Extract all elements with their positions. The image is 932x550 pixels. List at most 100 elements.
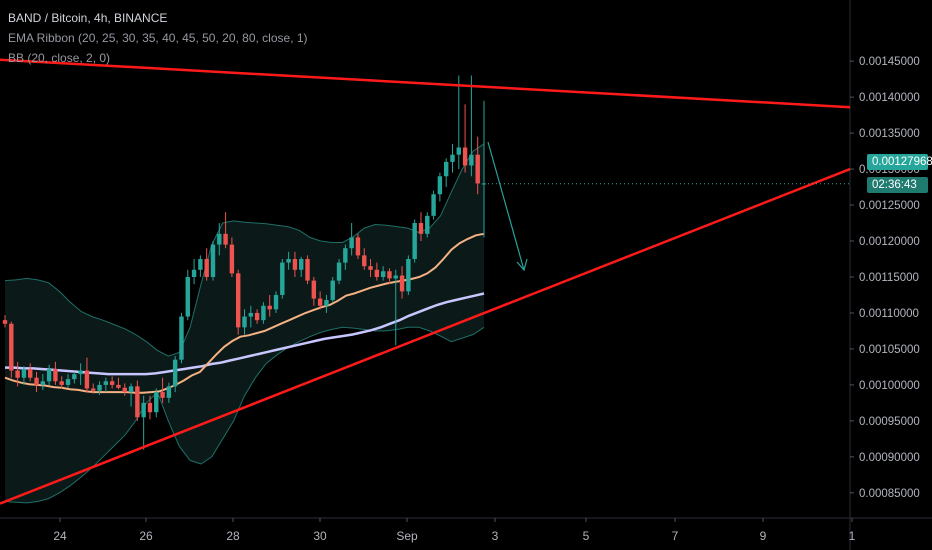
candle-body <box>456 147 461 155</box>
candle-body <box>172 359 178 387</box>
candle-body <box>437 176 443 195</box>
candle-body <box>204 259 209 277</box>
candle-body <box>141 402 146 418</box>
candle-body <box>122 387 127 393</box>
y-tick-label: 0.00100000 <box>859 380 920 392</box>
candle-body <box>425 215 430 234</box>
candle-body <box>286 259 291 263</box>
candle-body <box>217 233 222 245</box>
candle-body <box>154 392 159 413</box>
candle-body <box>229 244 235 274</box>
candle-body <box>135 386 140 418</box>
y-tick-label: 0.00110000 <box>859 308 919 320</box>
candle-body <box>9 323 14 371</box>
x-tick-label: 24 <box>53 529 67 543</box>
candle-body <box>443 161 449 177</box>
candle-body <box>103 381 109 385</box>
candle-body <box>223 233 228 245</box>
candle-body <box>254 312 260 321</box>
y-tick-label: 0.00115000 <box>859 272 919 284</box>
candle-body <box>65 379 71 385</box>
candle-body <box>336 262 342 281</box>
candle-body <box>292 259 298 270</box>
ema-ribbon-legend[interactable]: EMA Ribbon (20, 25, 30, 35, 40, 45, 50, … <box>8 31 308 45</box>
candle-body <box>97 384 102 391</box>
candle-body <box>210 244 216 277</box>
y-tick-label: 0.00135000 <box>859 128 920 140</box>
candle-body <box>343 248 348 263</box>
candle-body <box>78 370 83 375</box>
x-tick-label: 26 <box>139 529 153 543</box>
candle-body <box>53 369 58 382</box>
x-tick-label: 7 <box>672 529 679 543</box>
candle-body <box>21 369 27 378</box>
y-tick-label: 0.00105000 <box>859 344 920 356</box>
x-tick-label: 9 <box>760 529 767 543</box>
candle-body <box>40 381 46 385</box>
y-tick-label: 0.00140000 <box>859 92 920 104</box>
bar-countdown-tag: 02:36:43 <box>867 177 928 193</box>
x-tick-label: 3 <box>492 529 499 543</box>
candle-body <box>34 377 39 385</box>
candle-body <box>185 276 190 317</box>
candle-body <box>59 381 64 385</box>
y-tick-label: 0.00125000 <box>859 200 920 212</box>
candle-body <box>15 370 20 378</box>
candle-body <box>235 273 241 328</box>
candle-body <box>324 300 329 306</box>
chart-legend: BAND / Bitcoin, 4h, BINANCE EMA Ribbon (… <box>8 8 308 68</box>
projection-arrow-head <box>516 258 528 272</box>
candle-body <box>28 369 33 378</box>
candle-body <box>242 316 247 328</box>
candle-body <box>368 266 373 270</box>
x-tick-label: 5 <box>583 529 590 543</box>
candle-body <box>91 388 96 391</box>
candle-body <box>431 194 436 216</box>
x-tick-label: 1 <box>849 529 856 543</box>
candle-body <box>198 259 203 270</box>
candle-body <box>166 386 172 398</box>
candle-body <box>387 271 392 279</box>
candle-body <box>317 298 323 306</box>
candle-body <box>380 271 386 277</box>
candle-body <box>418 223 424 234</box>
candle-body <box>109 381 115 385</box>
candle-body <box>450 154 455 162</box>
candle-body <box>261 305 266 321</box>
last-price-tag: 0.00127968 <box>867 154 932 170</box>
y-tick-label: 0.00095000 <box>859 416 920 428</box>
candle-body <box>179 316 184 360</box>
candle-body <box>393 275 398 279</box>
y-tick-label: 0.00120000 <box>859 236 920 248</box>
bollinger-lower-line <box>4 326 485 504</box>
projection-arrow-line <box>487 141 525 271</box>
candle-body <box>462 147 468 166</box>
candle-body <box>84 370 90 389</box>
candle-body <box>349 237 354 249</box>
candle-body <box>248 312 254 317</box>
candle-body <box>469 154 474 166</box>
candle-body <box>46 369 52 382</box>
candle-body <box>72 374 77 380</box>
candle-body <box>273 294 279 310</box>
candle-body <box>2 320 8 324</box>
candle-body <box>305 259 310 281</box>
symbol-title: BAND / Bitcoin, 4h, BINANCE <box>8 11 168 25</box>
bollinger-upper-line <box>4 143 485 357</box>
candle-body <box>147 402 153 413</box>
candle-body <box>311 280 317 299</box>
candle-body <box>399 275 405 292</box>
x-tick-label: 28 <box>226 529 240 543</box>
y-tick-label: 0.00085000 <box>859 488 920 500</box>
candle-body <box>362 255 367 267</box>
candle-body <box>280 262 285 295</box>
x-tick-label: Sep <box>396 529 418 543</box>
candle-body <box>406 259 411 292</box>
candle-body <box>116 384 121 388</box>
candle-body <box>374 269 380 277</box>
candle-body <box>267 305 272 310</box>
bollinger-legend[interactable]: BB (20, close, 2, 0) <box>8 51 111 65</box>
resistance-trendline <box>0 58 851 109</box>
candle-body <box>299 259 304 270</box>
